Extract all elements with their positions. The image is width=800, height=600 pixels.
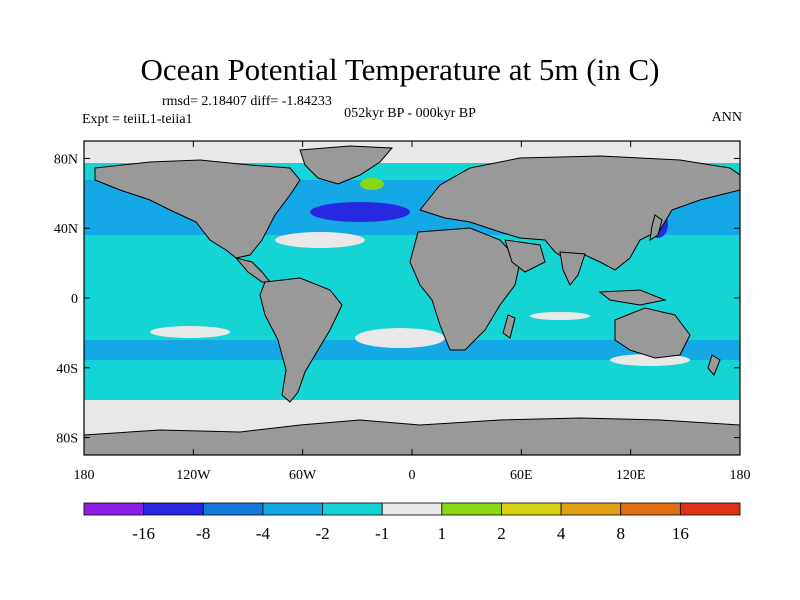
colorbar-label: -4 xyxy=(256,524,271,543)
colorbar-label: 8 xyxy=(616,524,625,543)
colorbar: -16 -8 -4 -2 -1 1 2 4 8 16 xyxy=(83,502,741,543)
colorbar-label: 2 xyxy=(497,524,506,543)
x-tick-label: 180 xyxy=(74,468,95,483)
colorbar-bin-7 xyxy=(501,502,562,516)
colorbar-bin-8 xyxy=(560,502,622,516)
colorbar-label: -1 xyxy=(375,524,389,543)
colorbar-bin-10 xyxy=(679,502,741,516)
map-plot-area xyxy=(84,141,740,455)
colorbar-label: -2 xyxy=(315,524,329,543)
land xyxy=(84,145,740,455)
colorbar-bin-9 xyxy=(620,502,681,516)
colorbar-bin-0 xyxy=(83,502,145,516)
anomaly-south-band-2 xyxy=(84,360,740,374)
anomaly-south-atlantic-white xyxy=(355,328,445,348)
y-tick-label: 80N xyxy=(54,152,78,167)
anomaly-atlantic-white xyxy=(275,232,365,248)
colorbar-label: 4 xyxy=(557,524,566,543)
map-ticks: 180 120W 60W 0 60E 120E 180 80N 40N 0 40S 80S xyxy=(54,141,751,483)
colorbar-label: -16 xyxy=(132,524,155,543)
land-africa xyxy=(409,227,521,351)
season-label: ANN xyxy=(711,110,742,125)
land-india xyxy=(559,251,586,286)
x-tick-label: 60E xyxy=(510,468,533,483)
anomaly-australia-white xyxy=(610,354,690,366)
colorbar-bin-2 xyxy=(202,502,264,516)
land-north-america xyxy=(94,159,301,259)
colorbar-bin-6 xyxy=(441,502,502,516)
colorbar-label: 1 xyxy=(438,524,447,543)
colorbar-bin-5 xyxy=(381,502,443,516)
anomaly-south-pacific-white xyxy=(150,326,230,338)
land-antarctica xyxy=(84,417,740,455)
land-madagascar xyxy=(502,314,516,339)
anomaly-indian-white xyxy=(530,312,590,320)
land-arabia xyxy=(504,239,546,273)
period-label: 052kyr BP - 000kyr BP xyxy=(344,106,476,121)
plot-title: Ocean Potential Temperature at 5m (in C) xyxy=(140,52,660,87)
x-tick-label: 120W xyxy=(176,468,211,483)
y-tick-label: 40S xyxy=(56,362,78,377)
anomaly-greenland-sea xyxy=(360,178,384,190)
y-tick-label: 40N xyxy=(54,222,78,237)
colorbar-label: -8 xyxy=(196,524,210,543)
colorbar-bin-4 xyxy=(322,502,383,516)
stats-line: rmsd= 2.18407 diff= -1.84233 xyxy=(162,94,332,109)
experiment-label: Expt = teiiL1-teiia1 xyxy=(82,112,193,127)
x-tick-label: 180 xyxy=(730,468,751,483)
x-tick-label: 120E xyxy=(616,468,646,483)
colorbar-bin-1 xyxy=(143,502,204,516)
y-tick-label: 0 xyxy=(71,292,78,307)
land-eurasia xyxy=(419,155,740,271)
anomaly-north-atlantic xyxy=(310,202,410,222)
y-tick-label: 80S xyxy=(56,432,78,447)
colorbar-label: 16 xyxy=(672,524,689,543)
land-indonesia xyxy=(598,289,667,306)
x-tick-label: 60W xyxy=(289,468,317,483)
land-new-zealand xyxy=(707,354,721,376)
land-greenland xyxy=(299,145,394,185)
land-japan xyxy=(649,214,663,241)
land-australia xyxy=(614,307,691,359)
x-tick-label: 0 xyxy=(409,468,416,483)
land-south-america xyxy=(259,277,343,403)
colorbar-bin-3 xyxy=(262,502,323,516)
